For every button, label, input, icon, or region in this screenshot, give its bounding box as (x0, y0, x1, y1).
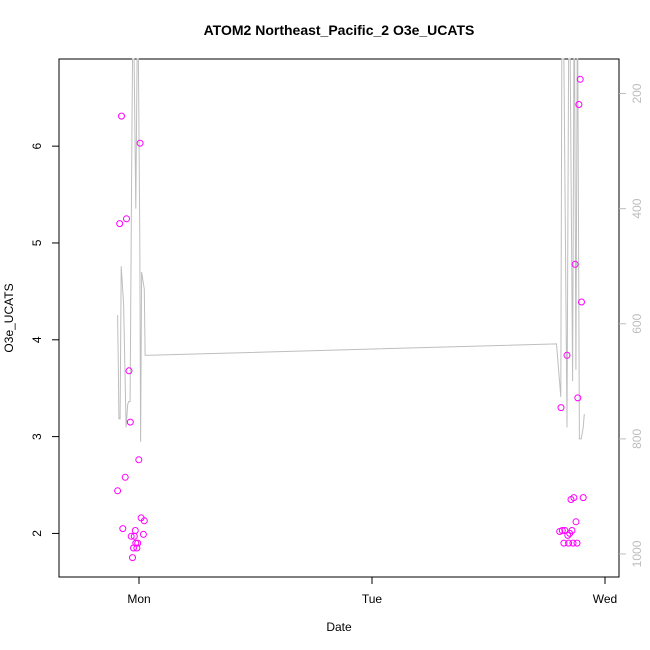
data-point (575, 101, 583, 108)
data-point (570, 494, 578, 502)
y-axis-label: O3e_UCATS (2, 283, 16, 352)
data-point (135, 456, 143, 464)
data-point (114, 487, 122, 495)
data-point (127, 532, 135, 540)
data-point (574, 394, 582, 402)
y-tick-label: 6 (30, 142, 44, 149)
data-point (578, 298, 585, 306)
data-point (119, 525, 127, 533)
data-point (563, 351, 571, 359)
data-point (571, 260, 579, 268)
data-point (568, 527, 576, 534)
data-point (569, 539, 577, 547)
data-point (121, 473, 129, 481)
data-point (126, 418, 134, 426)
data-point (579, 494, 587, 502)
data-point (116, 220, 124, 228)
data-point (136, 139, 144, 147)
data-point (560, 539, 568, 547)
data-point (131, 527, 139, 534)
y-axis-right: 200 400 600 800 1000 (619, 83, 644, 567)
data-point (118, 112, 125, 120)
x-tick-label: Tue (362, 592, 383, 606)
data-point (123, 215, 130, 223)
x-axis: Mon Tue Wed (127, 577, 617, 606)
y2-tick-label: 800 (630, 429, 644, 449)
y2-tick-label: 400 (630, 198, 644, 218)
y-tick-label: 3 (30, 433, 44, 440)
chart-title: ATOM2 Northeast_Pacific_2 O3e_UCATS (204, 22, 475, 38)
data-point (564, 531, 572, 539)
y2-tick-label: 600 (630, 313, 644, 333)
data-point (576, 75, 584, 83)
data-point (134, 539, 142, 547)
x-tick-label: Wed (593, 592, 617, 606)
data-point (133, 544, 141, 552)
data-point (573, 539, 581, 547)
data-point (140, 517, 148, 525)
y-tick-label: 4 (30, 336, 44, 343)
altitude-line (117, 58, 585, 442)
y-tick-label: 5 (30, 239, 44, 246)
series-line (117, 58, 585, 442)
data-point (129, 554, 136, 562)
data-point (132, 539, 140, 547)
data-point (572, 518, 580, 526)
plot-frame (58, 58, 620, 578)
x-tick-label: Mon (127, 592, 150, 606)
y2-tick-label: 200 (630, 83, 644, 103)
data-point (125, 367, 133, 375)
series-points (114, 75, 587, 562)
data-point (557, 404, 565, 412)
y-axis-left: 2 3 4 5 6 (30, 142, 59, 537)
data-point (558, 527, 566, 534)
y-tick-label: 2 (30, 530, 44, 537)
data-point (565, 539, 573, 547)
data-point (139, 530, 147, 538)
x-axis-label: Date (326, 620, 352, 634)
y2-tick-label: 1000 (630, 540, 644, 567)
